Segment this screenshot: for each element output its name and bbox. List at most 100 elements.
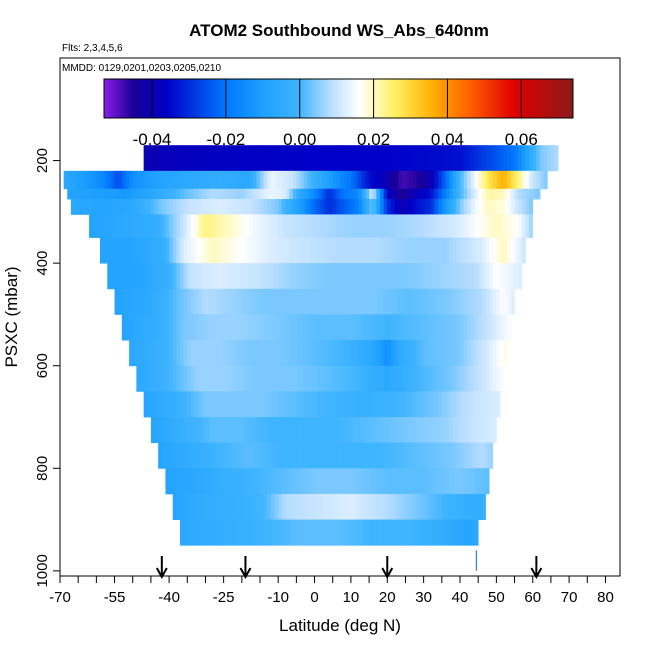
heatmap-cell xyxy=(321,468,326,495)
heatmap-cell xyxy=(118,288,123,315)
heatmap-cell xyxy=(274,288,279,315)
heatmap-cell xyxy=(321,442,326,469)
heatmap-cell xyxy=(220,365,225,392)
heatmap-cell xyxy=(434,214,439,238)
heatmap-cell xyxy=(485,365,490,392)
heatmap-cell xyxy=(430,288,435,315)
heatmap-cell xyxy=(161,263,166,290)
heatmap-cell xyxy=(336,519,341,546)
heatmap-cell xyxy=(336,237,341,264)
heatmap-cell xyxy=(449,199,454,215)
heatmap-cell xyxy=(438,288,443,315)
heatmap-cell xyxy=(114,263,119,290)
heatmap-cell xyxy=(118,188,123,200)
heatmap-cell xyxy=(103,170,108,190)
heatmap-cell xyxy=(478,417,483,444)
heatmap-cell xyxy=(463,442,468,469)
heatmap-cell xyxy=(503,199,508,215)
heatmap-cell xyxy=(285,493,290,520)
heatmap-cell xyxy=(278,199,283,215)
heatmap-cell xyxy=(143,314,148,341)
heatmap-cell xyxy=(303,365,308,392)
heatmap-cell xyxy=(369,391,374,418)
heatmap-cell xyxy=(376,188,381,200)
heatmap-cell xyxy=(372,314,377,341)
heatmap-cell xyxy=(489,199,494,215)
heatmap-cell xyxy=(238,314,243,341)
heatmap-cell xyxy=(452,237,457,264)
heatmap-cell xyxy=(452,519,457,546)
heatmap-cell xyxy=(85,170,90,190)
heatmap-cell xyxy=(136,237,141,264)
heatmap-cell xyxy=(212,493,217,520)
heatmap-cell xyxy=(274,199,279,215)
heatmap-cell xyxy=(481,188,486,200)
heatmap-cell xyxy=(405,170,410,190)
heatmap-cell xyxy=(470,391,475,418)
heatmap-cell xyxy=(372,519,377,546)
heatmap-cell xyxy=(329,365,334,392)
heatmap-cell xyxy=(481,493,486,520)
heatmap-cell xyxy=(158,314,163,341)
colorbar-tick-label: 0.02 xyxy=(357,130,390,149)
heatmap-cell xyxy=(172,493,177,520)
heatmap-cell xyxy=(463,365,468,392)
heatmap-cell xyxy=(289,519,294,546)
heatmap-cell xyxy=(350,237,355,264)
heatmap-cell xyxy=(274,340,279,367)
heatmap-cell xyxy=(434,237,439,264)
heatmap-cell xyxy=(190,188,195,200)
heatmap-cell xyxy=(136,188,141,200)
heatmap-cell xyxy=(281,170,286,190)
heatmap-cell xyxy=(412,188,417,200)
heatmap-cell xyxy=(110,237,115,264)
heatmap-cell xyxy=(154,391,159,418)
heatmap-cell xyxy=(209,188,214,200)
heatmap-cell xyxy=(481,263,486,290)
heatmap-cell xyxy=(365,365,370,392)
heatmap-cell xyxy=(165,170,170,190)
heatmap-cell xyxy=(314,214,319,238)
heatmap-cell xyxy=(347,237,352,264)
heatmap-cell xyxy=(89,170,94,190)
heatmap-cell xyxy=(321,314,326,341)
heatmap-cell xyxy=(172,417,177,444)
heatmap-cell xyxy=(467,314,472,341)
heatmap-cell xyxy=(194,188,199,200)
heatmap-cell xyxy=(234,391,239,418)
heatmap-cell xyxy=(340,493,345,520)
heatmap-cell xyxy=(194,519,199,546)
heatmap-cell xyxy=(227,314,232,341)
heatmap-cell xyxy=(369,145,374,172)
heatmap-cell xyxy=(296,391,301,418)
heatmap-cell xyxy=(332,468,337,495)
heatmap-cell xyxy=(510,145,515,172)
heatmap-cell xyxy=(307,288,312,315)
heatmap-cell xyxy=(485,442,490,469)
heatmap-cell xyxy=(514,188,519,200)
heatmap-cell xyxy=(245,365,250,392)
heatmap-cell xyxy=(187,170,192,190)
heatmap-cell xyxy=(329,237,334,264)
heatmap-cell xyxy=(180,214,185,238)
heatmap-cell xyxy=(474,442,479,469)
heatmap-cell xyxy=(216,340,221,367)
heatmap-cell xyxy=(325,519,330,546)
heatmap-cell xyxy=(314,199,319,215)
heatmap-cell xyxy=(205,417,210,444)
heatmap-cell xyxy=(85,188,90,200)
heatmap-cell xyxy=(158,170,163,190)
heatmap-cell xyxy=(249,391,254,418)
heatmap-cell xyxy=(514,263,519,290)
heatmap-cell xyxy=(303,417,308,444)
heatmap-cell xyxy=(390,237,395,264)
heatmap-cell xyxy=(325,170,330,190)
x-tick-label: 20 xyxy=(379,589,396,606)
heatmap-cell xyxy=(460,199,465,215)
heatmap-cell xyxy=(78,170,83,190)
heatmap-cell xyxy=(529,199,534,215)
heatmap-cell xyxy=(314,288,319,315)
heatmap-cell xyxy=(434,340,439,367)
heatmap-cell xyxy=(158,340,163,367)
heatmap-cell xyxy=(223,493,228,520)
